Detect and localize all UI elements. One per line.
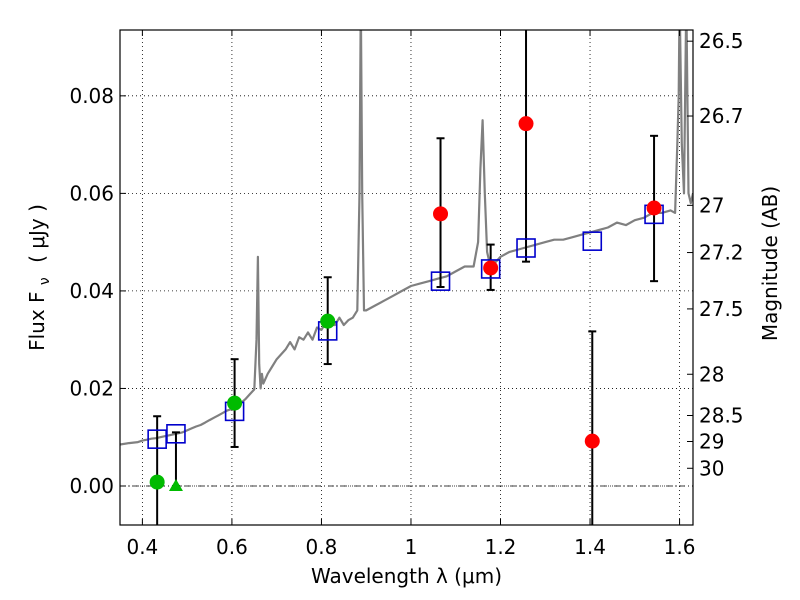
model-photometry-square (480, 259, 501, 279)
model-photometry-square (147, 429, 167, 449)
magnitude-tick-label: 26.7 (699, 104, 744, 128)
y-tick-label: 0.02 (69, 376, 114, 400)
red-photometry-point (584, 433, 600, 449)
green-photometry-point (320, 313, 336, 329)
model-photometry-square (166, 424, 186, 444)
x-tick-label: 0.6 (216, 535, 248, 559)
errorbar-layer (153, 30, 659, 525)
observed-photometry-layer (149, 116, 662, 491)
model-photometry-square (582, 231, 603, 251)
magnitude-tick-label: 27 (699, 193, 724, 217)
x-tick-label: 1.2 (485, 535, 517, 559)
red-photometry-point (646, 200, 662, 216)
x-tick-label: 1 (405, 535, 418, 559)
y-axis-label: Flux F ν ( μJy ) (25, 204, 54, 351)
y-tick-label: 0.00 (69, 474, 114, 498)
y-axis-label-main: Flux F (25, 291, 49, 350)
x-tick-label: 1.4 (574, 535, 606, 559)
y-tick-label: 0.08 (69, 84, 114, 108)
plot-frame (119, 29, 694, 526)
green-photometry-point (149, 474, 165, 490)
model-layer (120, 30, 693, 446)
upper-limit-triangle (168, 478, 183, 491)
y-axis-label-sub: ν (37, 277, 53, 285)
magnitude-tick-label: 26.5 (699, 29, 744, 53)
grid-layer (120, 30, 693, 525)
magnitude-axis-label: Magnitude (AB) (758, 186, 782, 341)
y-tick-label: 0.06 (69, 181, 114, 205)
red-photometry-point (483, 260, 499, 276)
model-spectrum-line (120, 30, 693, 446)
y-axis-label-unit: ( μJy ) (25, 204, 49, 263)
tick-layer: 0.4 0.6 0.8 1 1.2 1.4 1.6 0.00 0.02 0.04 0.06 0.08 2… (69, 29, 743, 559)
x-tick-label: 0.8 (306, 535, 338, 559)
magnitude-tick-label: 27.2 (699, 241, 744, 265)
labels-layer: Wavelength λ (μm) Flux F ν ( μJy ) Magni… (25, 186, 782, 588)
y-tick-label: 0.04 (69, 279, 114, 303)
magnitude-tick-label: 30 (699, 456, 724, 480)
red-photometry-point (518, 116, 534, 132)
x-tick-label: 1.6 (664, 535, 696, 559)
green-photometry-point (227, 395, 243, 411)
model-photometry-layer (147, 204, 664, 449)
red-photometry-point (433, 206, 449, 222)
model-photometry-square (430, 271, 451, 291)
x-tick-label: 0.4 (126, 535, 158, 559)
magnitude-tick-label: 28.5 (699, 403, 744, 427)
magnitude-tick-label: 28 (699, 362, 724, 386)
model-photometry-square (516, 238, 536, 258)
x-axis-label: Wavelength λ (μm) (311, 564, 502, 588)
magnitude-tick-label: 29 (699, 430, 724, 454)
magnitude-tick-label: 27.5 (699, 297, 744, 321)
